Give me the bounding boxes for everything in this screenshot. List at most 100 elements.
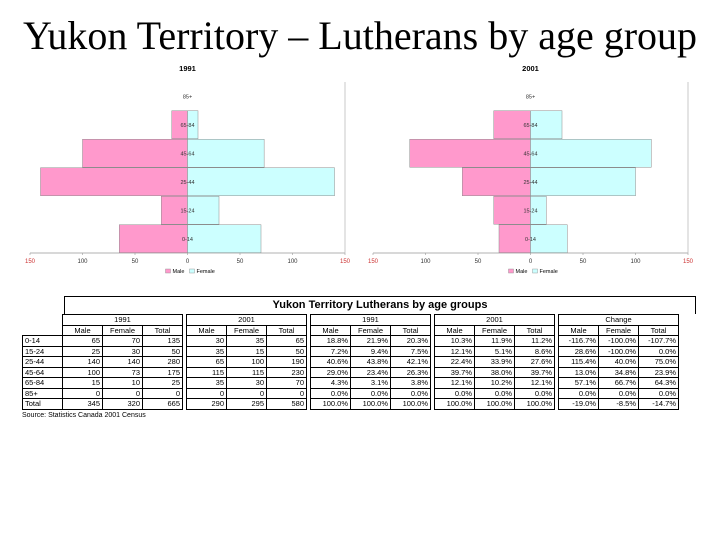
table-cell: 43.8% [350,356,391,368]
group-header: 1991 [62,314,183,326]
column-header: Male [434,324,475,336]
table-cell: 0 [62,387,103,399]
table-cell: 0.0% [598,387,639,399]
table-cell: 0.0% [474,387,515,399]
bar-male-45-64 [82,139,188,168]
bar-female-65-84 [530,110,563,139]
column-header: Male [62,324,103,336]
column-header: Male [186,324,227,336]
table-cell: 0 [266,387,307,399]
table-cell: 0.0% [350,387,391,399]
table-row: 25-44 140 140 280 65 100 190 40.6% 43.8% 42.1% 22.… [22,356,679,368]
table-cell: 100.0% [350,398,391,410]
bar-female-65-84 [187,110,199,139]
x-tick-label: 150 [683,259,694,265]
table-cell: -19.0% [558,398,599,410]
bar-male-0-14 [119,224,188,253]
source-note: Source: Statistics Canada 2001 Census [22,411,146,419]
table-cell: -8.5% [598,398,639,410]
table-cell: 0.0% [310,387,351,399]
table-subheader-row: Male Female Total Male Female Total Male Female… [23,324,679,336]
column-header: Total [514,324,555,336]
group-header: Change [558,314,679,326]
table-cell: 12.1% [434,377,475,389]
x-tick-label: 50 [237,259,244,265]
table-cell: 665 [142,398,183,410]
table-cell: 140 [102,356,143,368]
column-header: Total [266,324,307,336]
table-cell: 0.0% [638,345,679,357]
category-label: 65-84 [180,123,194,129]
table-cell: 66.7% [598,377,639,389]
table-cell: 115 [226,366,267,378]
table-cell: 21.9% [350,335,391,347]
table-cell: -14.7% [638,398,679,410]
legend-swatch-female [189,268,195,274]
table-cell: 115 [186,366,227,378]
bar-male-65-84 [493,110,531,139]
table-cell: 15 [226,345,267,357]
table-cell: 65 [62,335,103,347]
chart-title: 2001 [522,64,539,73]
category-label: 45-64 [523,151,537,157]
column-header: Male [310,324,351,336]
table-cell: 39.7% [434,366,475,378]
table-cell: 29.0% [310,366,351,378]
row-label: 0-14 [22,335,63,347]
category-label: 45-64 [180,151,194,157]
table-cell: 175 [142,366,183,378]
category-label: 15-24 [180,208,194,214]
category-label: 15-24 [523,208,537,214]
table-row: 45-64 100 73 175 115 115 230 29.0% 23.4% 26.3% 39.… [22,366,679,378]
row-label: 15-24 [22,345,63,357]
table-cell: 25 [142,377,183,389]
column-header: Total [390,324,431,336]
table-cell: 140 [62,356,103,368]
category-label: 85+ [183,94,192,100]
table-cell: 0.0% [390,387,431,399]
table-cell: -116.7% [558,335,599,347]
table-cell: 42.1% [390,356,431,368]
table-cell: 70 [266,377,307,389]
row-label: Total [22,398,63,410]
table-row: 0-14 65 70 135 30 35 65 18.8% 21.9% 20.3% 10.3% 11.… [22,335,679,347]
data-table: 1991 2001 1991 2001 Change Male Female Total Mal… [22,314,679,410]
table-cell: 11.9% [474,335,515,347]
category-label: 85+ [526,94,535,100]
table-cell: 12.1% [514,377,555,389]
column-header: Female [474,324,515,336]
table-row: 15-24 25 30 50 35 15 50 7.2% 9.4% 7.5% 12.1% 5.1% 8.… [22,345,679,357]
column-header: Female [102,324,143,336]
table-cell: 35 [186,345,227,357]
table-cell: 40.6% [310,356,351,368]
table-cell: 3.1% [350,377,391,389]
table-cell: 100 [62,366,103,378]
table-cell: 10.2% [474,377,515,389]
table-cell: 0 [226,387,267,399]
table-cell: 5.1% [474,345,515,357]
table-cell: 580 [266,398,307,410]
bar-female-15-24 [530,196,547,225]
table-cell: 28.6% [558,345,599,357]
bar-female-0-14 [187,224,262,253]
column-header: Male [558,324,599,336]
legend-label-female: Female [197,269,215,275]
table-cell: 30 [186,335,227,347]
x-tick-label: 150 [25,259,36,265]
table-cell: 9.4% [350,345,391,357]
bar-female-45-64 [187,139,265,168]
table-cell: 135 [142,335,183,347]
bar-female-25-44 [187,167,335,196]
bar-male-0-14 [498,224,531,253]
table-cell: 57.1% [558,377,599,389]
table-row: 85+ 0 0 0 0 0 0 0.0% 0.0% 0.0% 0.0% 0.0% 0.0% 0.0% 0.0… [22,387,679,399]
table-cell: 0 [142,387,183,399]
legend-label-male: Male [173,269,185,275]
category-label: 0-14 [182,237,193,243]
category-label: 25-44 [523,180,537,186]
chart-title: 1991 [179,64,196,73]
table-cell: 40.0% [598,356,639,368]
legend-swatch-male [508,268,514,274]
table-cell: 3.8% [390,377,431,389]
table-cell: 25 [62,345,103,357]
